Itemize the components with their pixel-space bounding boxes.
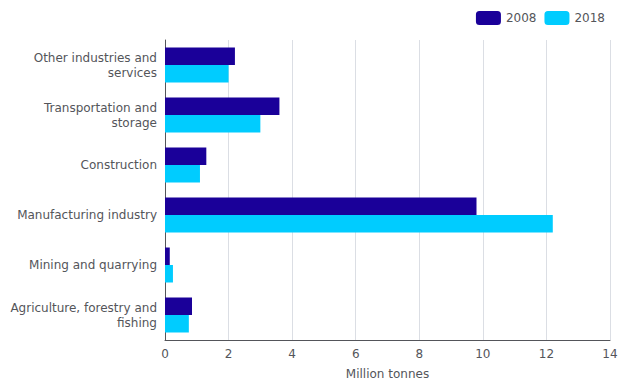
svg-text:6: 6 — [352, 347, 360, 361]
svg-text:Transportation and: Transportation and — [43, 101, 157, 115]
svg-text:10: 10 — [475, 347, 490, 361]
svg-text:Manufacturing industry: Manufacturing industry — [17, 208, 157, 222]
svg-text:2018: 2018 — [574, 11, 605, 25]
svg-text:Mining and quarrying: Mining and quarrying — [29, 258, 157, 272]
svg-text:0: 0 — [161, 347, 169, 361]
svg-text:Agriculture, forestry and: Agriculture, forestry and — [10, 301, 157, 315]
svg-text:2008: 2008 — [506, 11, 537, 25]
svg-text:Million tonnes: Million tonnes — [346, 367, 429, 381]
svg-text:storage: storage — [111, 116, 157, 130]
svg-text:12: 12 — [539, 347, 554, 361]
svg-text:Construction: Construction — [81, 158, 157, 172]
svg-text:4: 4 — [288, 347, 296, 361]
svg-text:Other industries and: Other industries and — [34, 51, 157, 65]
svg-text:fishing: fishing — [117, 316, 157, 330]
svg-text:14: 14 — [602, 347, 617, 361]
svg-text:2: 2 — [225, 347, 233, 361]
svg-text:8: 8 — [415, 347, 423, 361]
svg-text:services: services — [108, 66, 157, 80]
